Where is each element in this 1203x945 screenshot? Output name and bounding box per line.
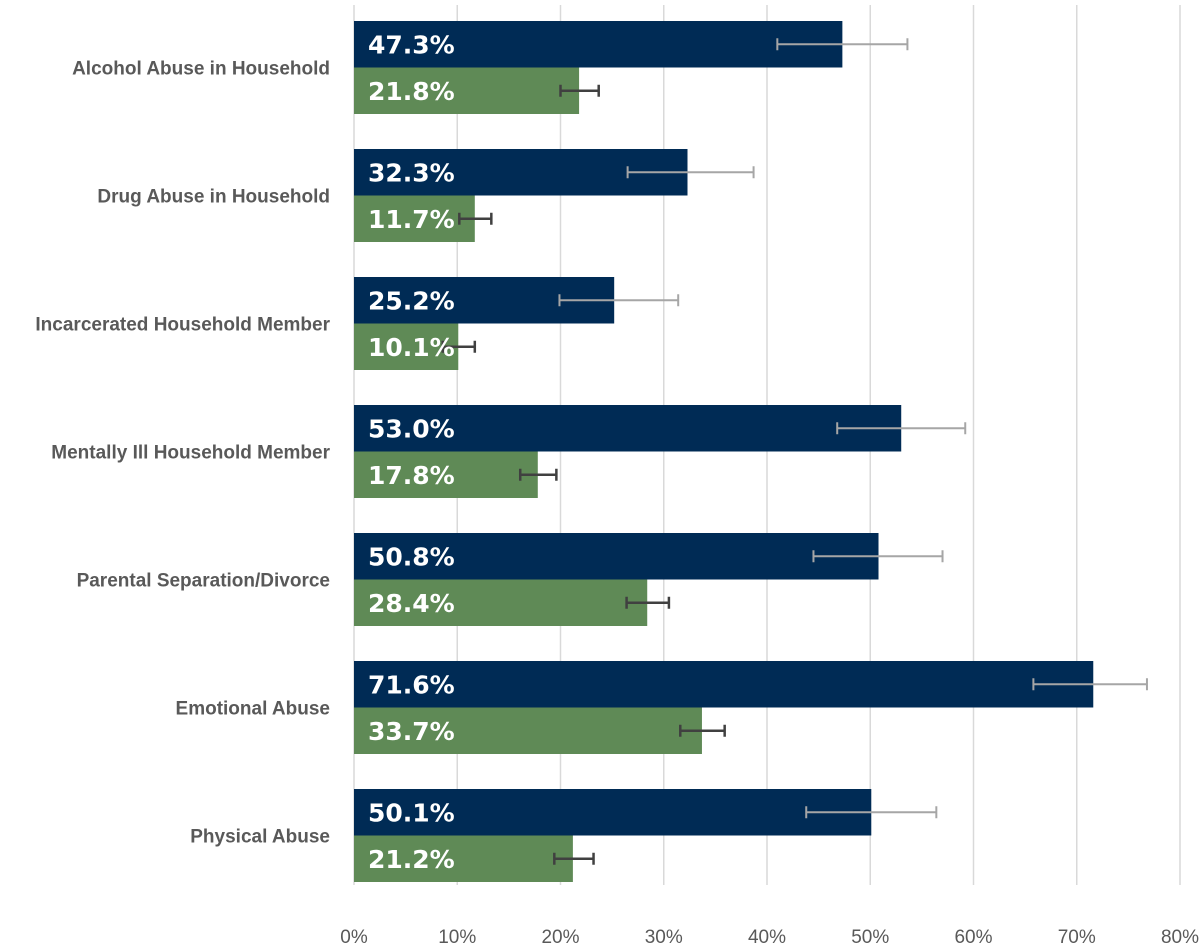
x-tick-label: 70% — [1058, 927, 1096, 945]
bar — [354, 323, 459, 370]
error-bar — [441, 340, 477, 353]
data-label: 11.7% — [368, 205, 455, 234]
category-label: Physical Abuse — [190, 827, 330, 848]
error-bar — [553, 852, 595, 865]
data-label: 50.1% — [368, 798, 455, 827]
data-label: 53.0% — [368, 414, 455, 443]
x-tick-label: 40% — [748, 927, 786, 945]
error-bar — [626, 166, 755, 179]
bars — [354, 21, 1094, 882]
category-labels: Alcohol Abuse in Household Drug Abuse in … — [35, 59, 330, 848]
category-label: Drug Abuse in Household — [97, 187, 330, 208]
data-label: 17.8% — [368, 461, 455, 490]
bar — [354, 789, 872, 836]
x-tick-label: 60% — [954, 927, 992, 945]
error-bar — [836, 422, 967, 435]
error-bar — [812, 550, 944, 563]
data-label: 71.6% — [368, 670, 455, 699]
bar — [354, 405, 902, 452]
category-label: Alcohol Abuse in Household — [72, 59, 330, 80]
bar — [354, 661, 1094, 708]
bar — [354, 707, 702, 754]
bar — [354, 533, 879, 580]
data-label: 21.2% — [368, 845, 455, 874]
data-label: 25.2% — [368, 286, 455, 315]
data-label: 33.7% — [368, 717, 455, 746]
error-bar — [776, 38, 909, 51]
data-label: 47.3% — [368, 30, 455, 59]
category-label: Mentally Ill Household Member — [51, 443, 330, 464]
x-tick-label: 10% — [438, 927, 476, 945]
data-label: 50.8% — [368, 542, 455, 571]
bar — [354, 451, 538, 498]
category-label: Emotional Abuse — [176, 699, 330, 720]
error-bar — [559, 84, 600, 97]
bar — [354, 195, 475, 242]
error-bar — [458, 212, 493, 225]
x-tick-label: 80% — [1161, 927, 1199, 945]
x-axis-tick-labels: 0% 10% 20% 30% 40% 50% 60% 70% 80% — [340, 927, 1199, 945]
bar — [354, 579, 648, 626]
error-bar — [679, 724, 726, 737]
error-bar — [558, 294, 680, 307]
bar — [354, 67, 580, 114]
error-bar — [518, 468, 558, 481]
data-label: 21.8% — [368, 77, 455, 106]
category-label: Incarcerated Household Member — [35, 315, 330, 336]
error-bar — [625, 596, 671, 609]
data-label: 10.1% — [368, 333, 455, 362]
x-tick-label: 0% — [340, 927, 368, 945]
error-bar — [805, 806, 938, 819]
data-label: 32.3% — [368, 158, 455, 187]
x-tick-label: 50% — [851, 927, 889, 945]
category-label: Parental Separation/Divorce — [77, 571, 330, 592]
x-tick-label: 30% — [645, 927, 683, 945]
value-labels: 47.3% 21.8% 32.3% 11.7% 25.2% 10.1% 53.0% 17.8%… — [368, 30, 455, 874]
error-bar — [1032, 678, 1148, 691]
x-tick-label: 20% — [541, 927, 579, 945]
bar — [354, 21, 843, 68]
error-bars — [441, 38, 1148, 865]
bar — [354, 835, 573, 882]
data-label: 28.4% — [368, 589, 455, 618]
